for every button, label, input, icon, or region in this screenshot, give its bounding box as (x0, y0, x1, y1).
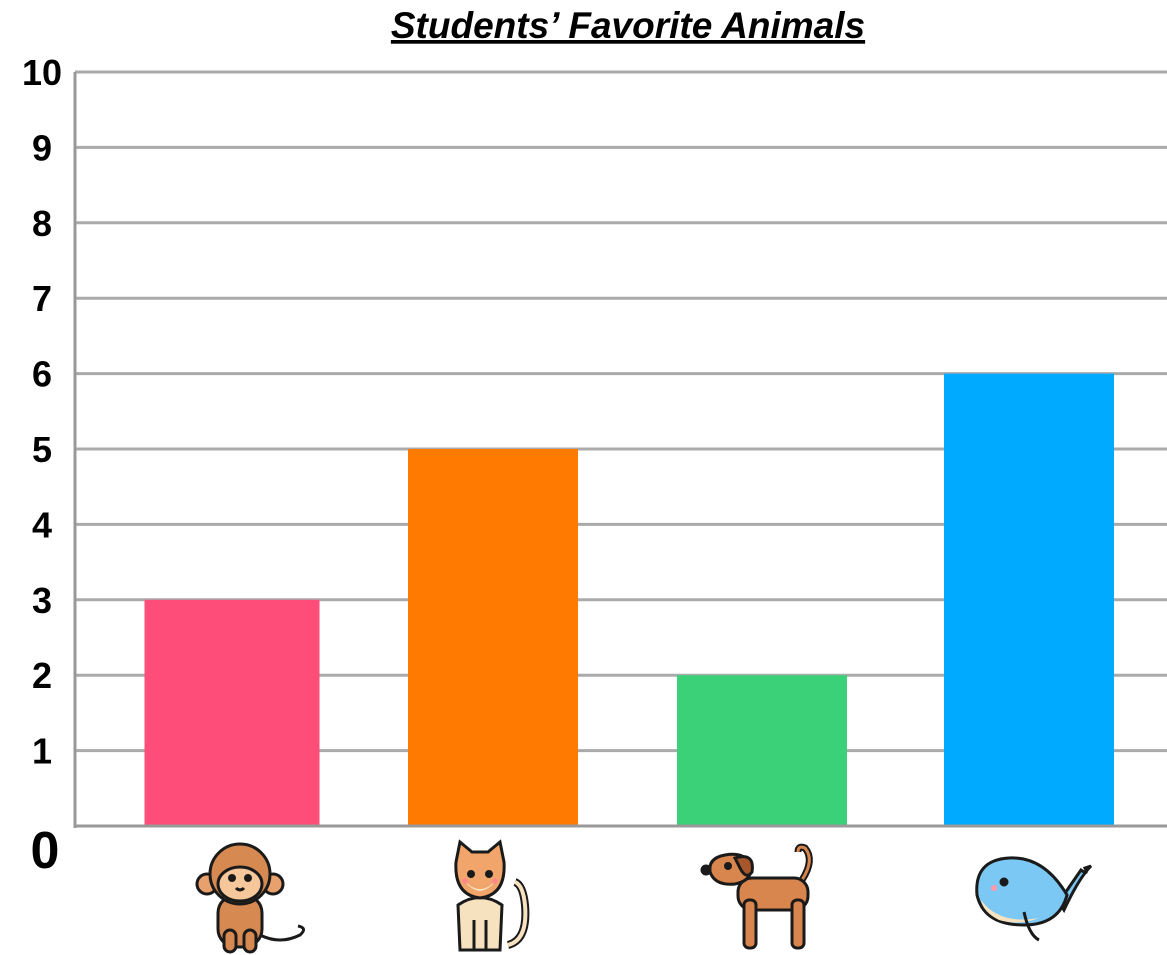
bars (144, 373, 1114, 826)
dog-icon (700, 843, 813, 950)
x-axis-category-icons (195, 839, 1093, 954)
y-tick-label: 7 (32, 278, 52, 319)
y-tick-label: 0 (31, 822, 60, 880)
y-tick-label: 9 (32, 127, 52, 168)
y-tick-label: 1 (32, 731, 52, 772)
chart-title: Students’ Favorite Animals (391, 5, 865, 46)
bar-cat (408, 449, 578, 826)
y-tick-label: 10 (22, 52, 62, 93)
cat-icon (454, 839, 530, 952)
bar-whale (944, 373, 1114, 826)
y-tick-label: 8 (32, 203, 52, 244)
y-tick-label: 3 (32, 580, 52, 621)
monkey-icon (195, 842, 305, 954)
y-tick-label: 6 (32, 354, 52, 395)
y-tick-label: 2 (32, 655, 52, 696)
y-axis-tick-labels: 0 1 2 3 4 5 6 7 8 9 10 (22, 52, 62, 880)
whale-icon (975, 856, 1093, 942)
y-tick-label: 5 (32, 429, 52, 470)
y-tick-label: 4 (32, 504, 52, 545)
bar-monkey (144, 599, 320, 826)
bar-dog (677, 675, 847, 826)
